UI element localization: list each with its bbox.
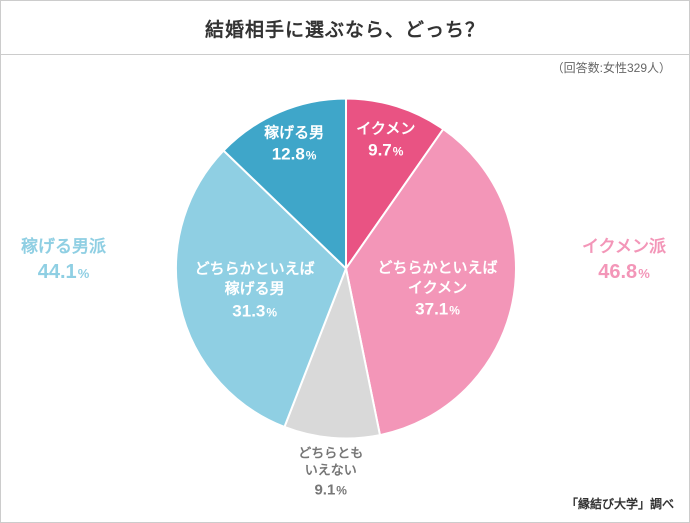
slice-name: どちらともいえない [298,444,363,479]
slice-label-ikumen: イクメン 9.7% [356,119,415,162]
source-credit: 「縁結び大学」調べ [566,495,674,512]
group-pct: 46.8 [598,261,637,283]
slice-label-earner: 稼げる男 12.8% [264,123,324,166]
pct-unit: % [78,266,90,281]
slice-pct: 9.7 [368,140,392,159]
pct-unit: % [266,305,277,319]
chart-title: 結婚相手に選ぶなら、どっち？ [1,15,689,42]
pct-unit: % [306,149,317,163]
slice-name: イクメン [356,119,415,139]
slice-pct: 9.1 [314,481,335,498]
pct-unit: % [336,483,347,497]
slice-name: 稼げる男 [264,123,324,143]
respondent-meta: （回答数:女性329人） [552,59,671,76]
slice-pct: 37.1 [415,300,448,319]
chart-area: イクメン 9.7% どちらかといえばイクメン 37.1% どちらともいえない 9… [1,81,690,461]
group-label-earner: 稼げる男派 44.1% [21,236,106,286]
slice-pct: 31.3 [232,301,265,320]
slice-pct: 12.8 [272,145,305,164]
slice-label-rather-earner: どちらかといえば稼げる男 31.3% [195,259,315,322]
slice-name: どちらかといえばイクメン [378,258,498,299]
pct-unit: % [393,144,404,158]
group-name: イクメン派 [582,236,666,259]
chart-card: 結婚相手に選ぶなら、どっち？ （回答数:女性329人） イクメン 9.7% どち… [0,0,690,523]
slice-label-rather-ikumen: どちらかといえばイクメン 37.1% [378,258,498,321]
group-name: 稼げる男派 [21,236,106,259]
slice-name: どちらかといえば稼げる男 [195,259,315,300]
group-label-ikumen: イクメン派 46.8% [582,236,666,286]
pct-unit: % [449,304,460,318]
title-bar: 結婚相手に選ぶなら、どっち？ [1,1,689,55]
slice-label-neutral: どちらともいえない 9.1% [298,444,363,501]
group-pct: 44.1 [38,261,77,283]
pct-unit: % [638,266,650,281]
